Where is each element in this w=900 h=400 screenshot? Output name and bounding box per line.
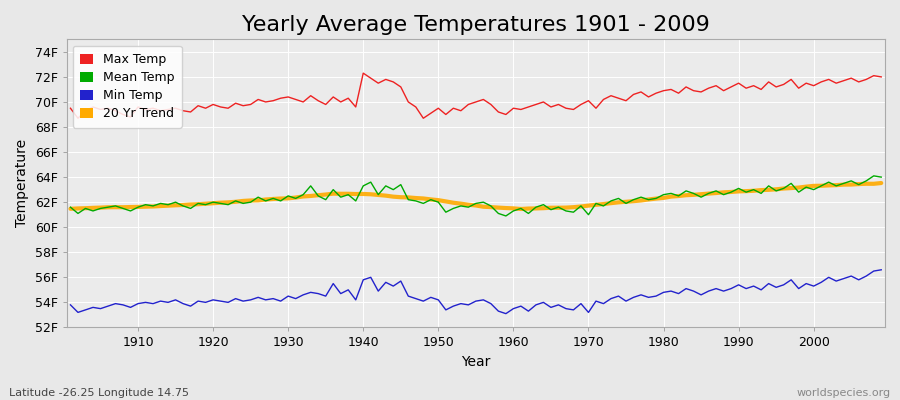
Legend: Max Temp, Mean Temp, Min Temp, 20 Yr Trend: Max Temp, Mean Temp, Min Temp, 20 Yr Tre… — [73, 46, 182, 128]
Text: Latitude -26.25 Longitude 14.75: Latitude -26.25 Longitude 14.75 — [9, 388, 189, 398]
Y-axis label: Temperature: Temperature — [15, 139, 29, 228]
X-axis label: Year: Year — [461, 355, 491, 369]
Text: worldspecies.org: worldspecies.org — [796, 388, 891, 398]
Title: Yearly Average Temperatures 1901 - 2009: Yearly Average Temperatures 1901 - 2009 — [242, 15, 710, 35]
